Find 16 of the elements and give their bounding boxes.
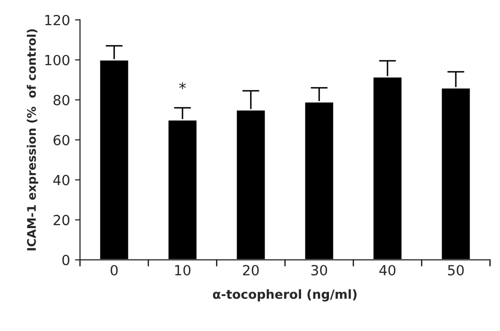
x-axis-title: α-tocopherol (ng/ml) — [213, 289, 357, 302]
y-tick-label: 40 — [53, 174, 70, 186]
y-tick-label: 100 — [45, 54, 70, 66]
x-tick-label: 30 — [311, 264, 328, 276]
y-tick-label: 80 — [54, 94, 70, 106]
y-tick-label: 0 — [62, 254, 70, 266]
x-tick-label: 50 — [448, 264, 464, 276]
y-axis-title: ICAM-1 expression (% of control) — [26, 29, 38, 250]
x-tick-label: 10 — [175, 264, 190, 276]
y-tick-label: 60 — [54, 134, 70, 146]
x-tick-label: 40 — [379, 264, 396, 276]
x-tick-label: 0 — [110, 264, 118, 276]
y-tick-label: 20 — [54, 214, 70, 226]
annotation: * — [179, 82, 186, 90]
x-tick-label: 20 — [243, 264, 259, 276]
y-tick-label: 120 — [45, 14, 70, 26]
